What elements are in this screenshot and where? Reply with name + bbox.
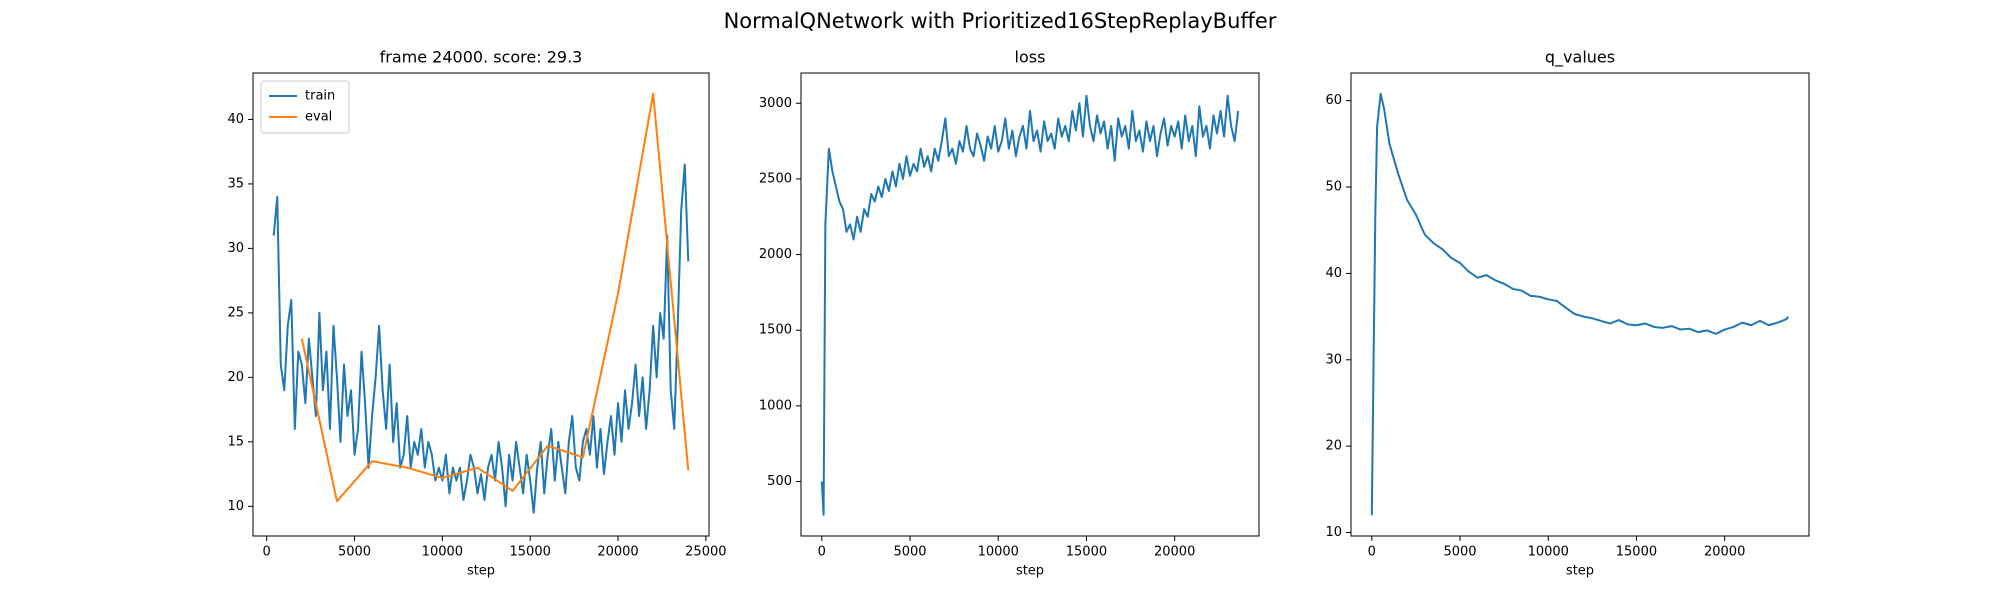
x-tick-label: 20000 — [597, 545, 638, 560]
x-tick-label: 5000 — [338, 545, 371, 560]
x-tick-label: 15000 — [1616, 545, 1657, 560]
y-tick-label: 10 — [227, 499, 244, 514]
y-tick-label: 1000 — [759, 398, 792, 413]
axes-frame — [800, 72, 1260, 537]
series-line — [820, 94, 1240, 516]
x-tick-label: 15000 — [510, 545, 551, 560]
series-line — [272, 163, 690, 514]
y-tick-label: 15 — [227, 434, 244, 449]
x-tick-label: 10000 — [1528, 545, 1569, 560]
series-line — [300, 92, 690, 503]
y-tick-label: 40 — [227, 112, 244, 127]
series-line — [1370, 92, 1790, 516]
axes-frame — [1350, 72, 1810, 537]
legend-label: train — [305, 89, 335, 104]
x-axis-label: step — [1016, 564, 1044, 579]
legend-label: eval — [305, 110, 332, 125]
x-tick-label: 0 — [1368, 545, 1376, 560]
y-tick-label: 30 — [227, 241, 244, 256]
x-tick-label: 25000 — [685, 545, 726, 560]
x-tick-label: 10000 — [978, 545, 1019, 560]
y-tick-label: 35 — [227, 176, 244, 191]
y-tick-label: 25 — [227, 305, 244, 320]
x-axis-label: step — [1566, 564, 1594, 579]
y-tick-label: 30 — [1325, 352, 1342, 367]
figure-title: NormalQNetwork with Prioritized16StepRep… — [724, 9, 1277, 33]
y-tick-label: 50 — [1325, 180, 1342, 195]
axes-title: frame 24000. score: 29.3 — [380, 48, 583, 67]
x-tick-label: 0 — [818, 545, 826, 560]
x-tick-label: 20000 — [1154, 545, 1195, 560]
legend-box — [260, 80, 350, 134]
y-tick-label: 2000 — [759, 247, 792, 262]
x-tick-label: 5000 — [1443, 545, 1476, 560]
y-tick-label: 2500 — [759, 171, 792, 186]
subplot: loss 0 5000 10000 15000 20000 500 1000 1500 2000 2… — [759, 48, 1260, 579]
y-tick-label: 40 — [1325, 266, 1342, 281]
x-tick-label: 0 — [263, 545, 271, 560]
y-tick-label: 3000 — [759, 96, 792, 111]
y-tick-label: 20 — [227, 370, 244, 385]
x-tick-label: 20000 — [1704, 545, 1745, 560]
y-tick-label: 1500 — [759, 323, 792, 338]
x-axis-label: step — [467, 564, 495, 579]
x-tick-label: 10000 — [422, 545, 463, 560]
subplot: q_values 0 5000 10000 15000 20000 10 20 30 40 50 60… — [1325, 48, 1810, 579]
y-tick-label: 20 — [1325, 439, 1342, 454]
x-tick-label: 15000 — [1066, 545, 1107, 560]
y-tick-label: 500 — [767, 474, 792, 489]
x-tick-label: 5000 — [893, 545, 926, 560]
subplot: frame 24000. score: 29.3 0 5000 10000 15000 2… — [227, 48, 726, 579]
axes-frame — [252, 72, 710, 537]
y-tick-label: 60 — [1325, 93, 1342, 108]
y-tick-label: 10 — [1325, 525, 1342, 540]
axes-title: loss — [1015, 48, 1046, 67]
axes-title: q_values — [1545, 48, 1615, 68]
